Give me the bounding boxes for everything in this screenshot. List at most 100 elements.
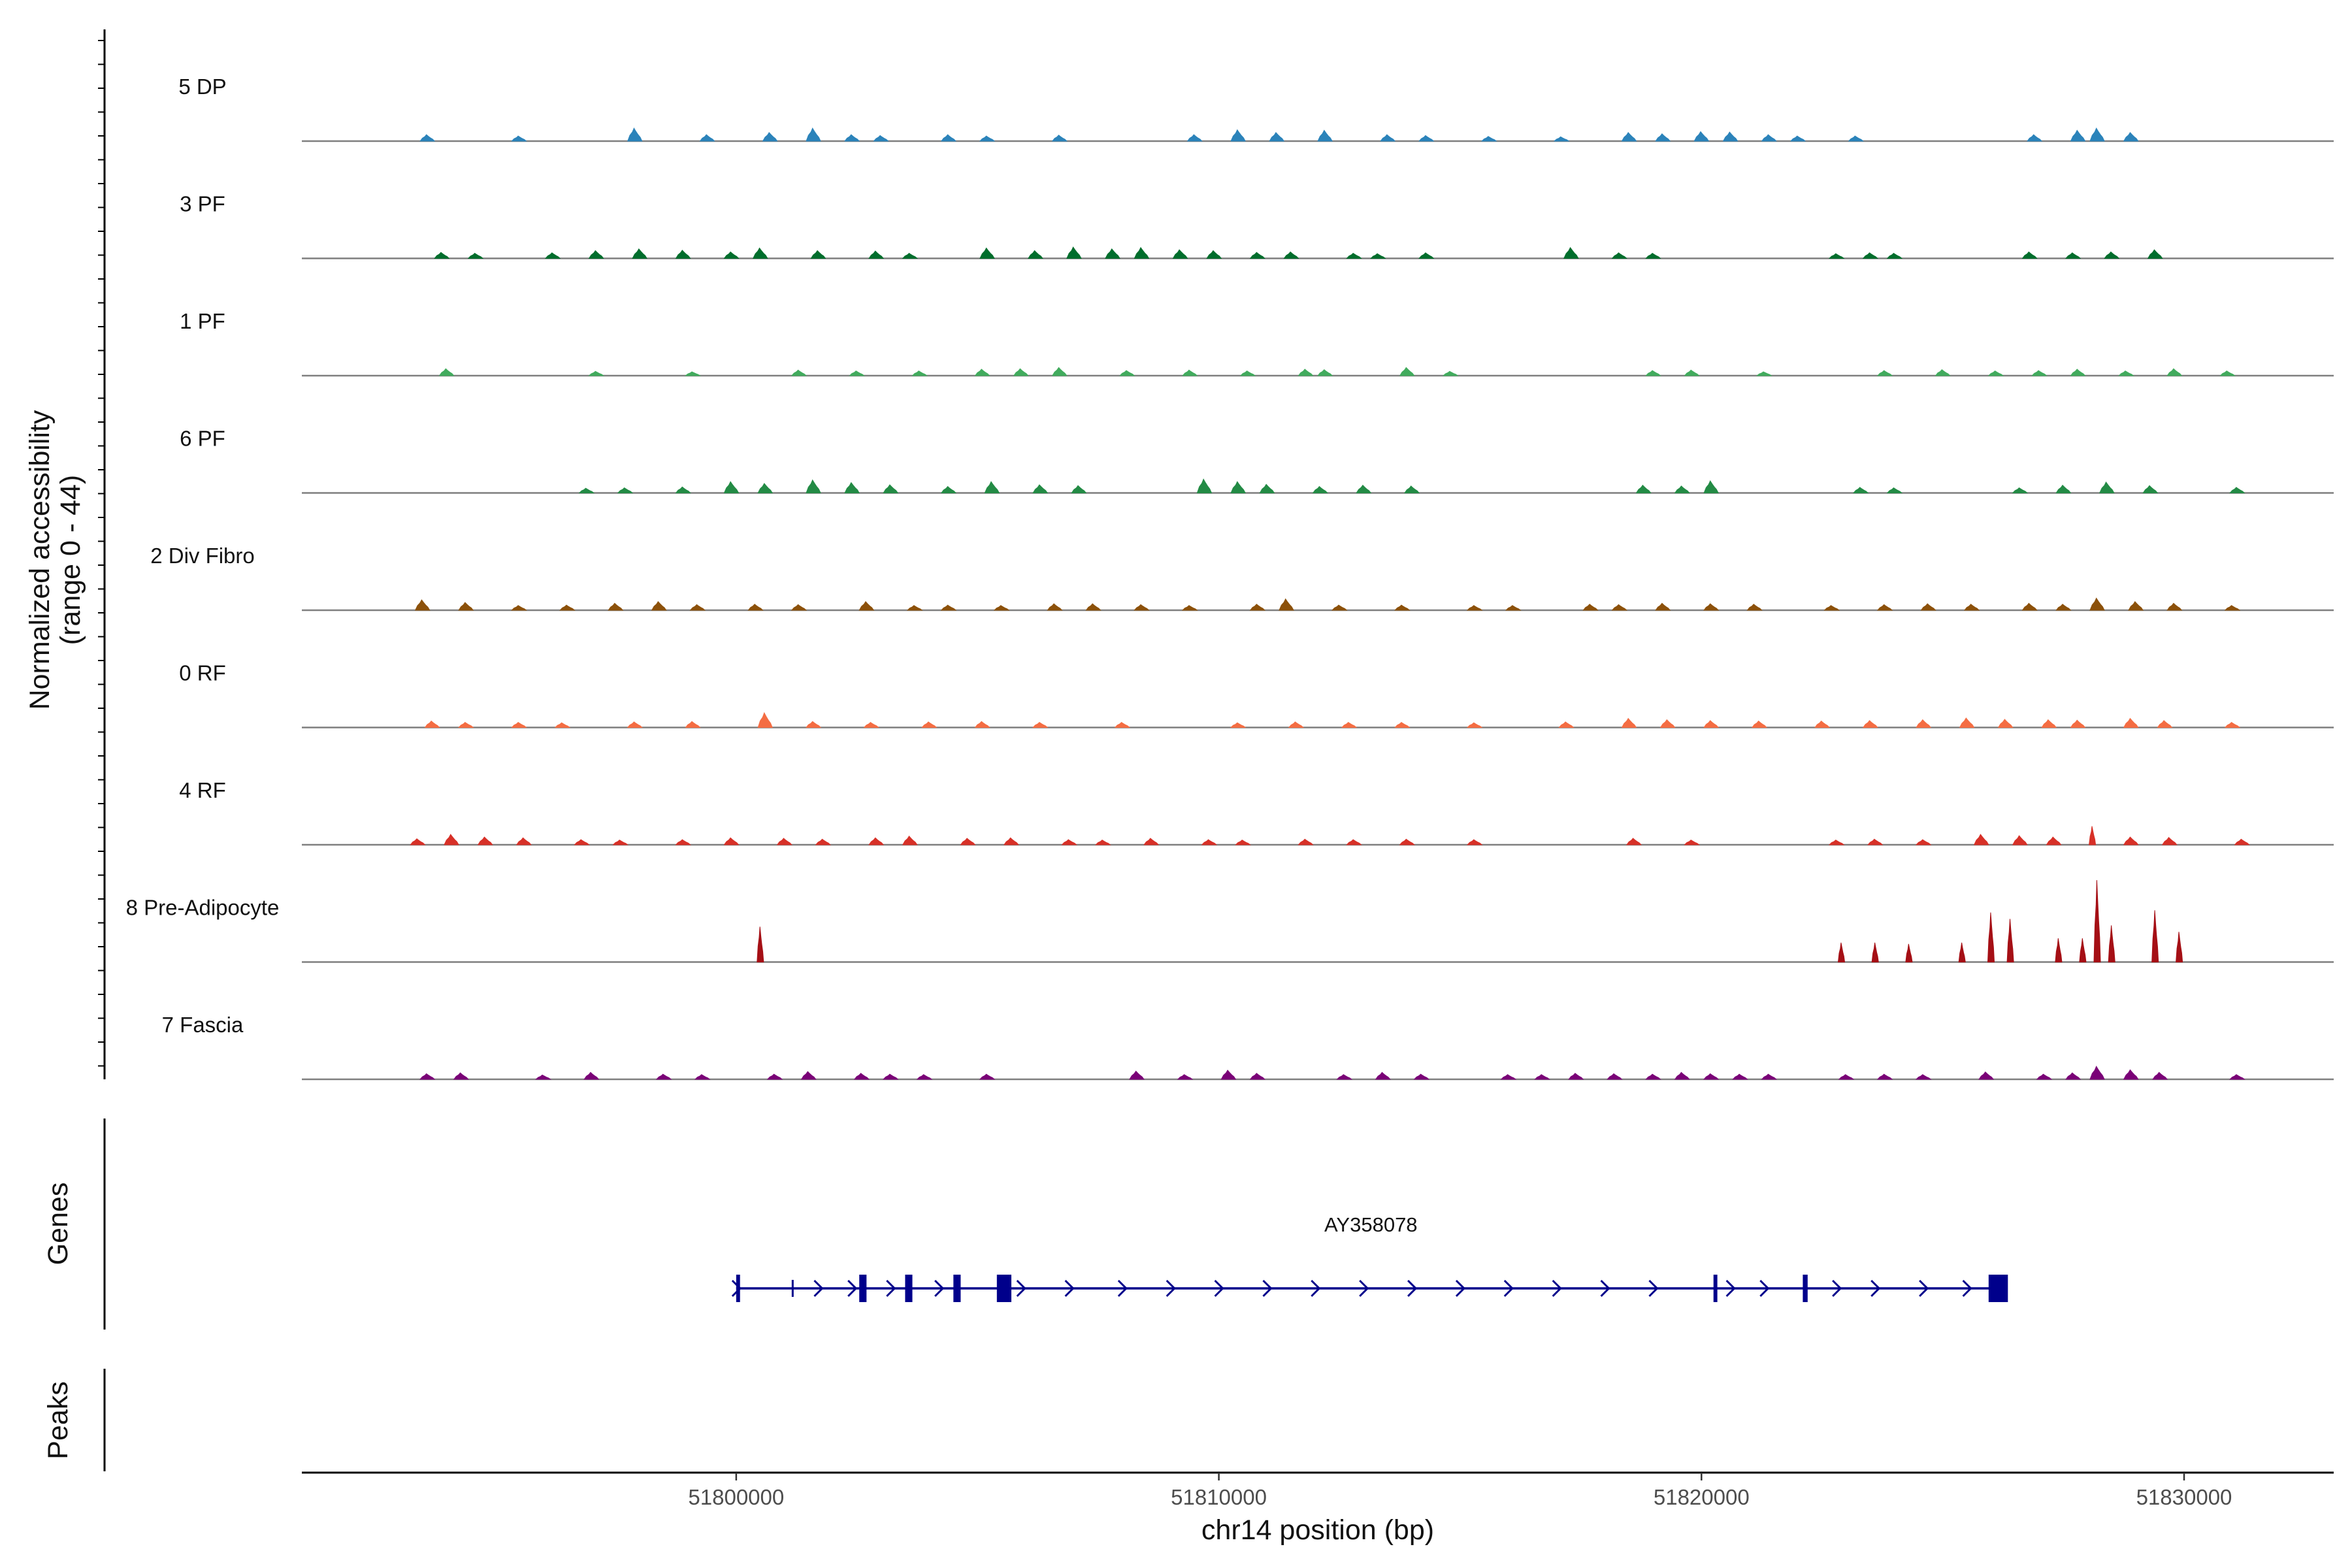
coverage-peak (1061, 839, 1077, 845)
coverage-peak (940, 134, 957, 142)
coverage-peak (410, 838, 426, 845)
coverage-peak (1674, 1071, 1690, 1080)
coverage-peak (684, 371, 702, 376)
coverage-peak (434, 252, 450, 259)
coverage-peak (453, 1072, 469, 1080)
track-2: 3 PF (180, 192, 2334, 259)
coverage-peak (1375, 1071, 1391, 1080)
strand-arrow (847, 1279, 858, 1298)
coverage-peak (1876, 370, 1893, 376)
coverage-peak (1703, 720, 1720, 728)
coverage-peak (612, 840, 629, 845)
coverage-peak (1987, 370, 2004, 376)
gene-label: AY358078 (1324, 1213, 1418, 1236)
coverage-peak (1269, 131, 1285, 142)
coverage-peak (902, 835, 918, 845)
coverage-peak (1134, 247, 1150, 259)
strand-arrow (1962, 1279, 1972, 1298)
track-4: 6 PF (180, 427, 2334, 494)
strand-arrow (1407, 1279, 1418, 1298)
coverage-peak (2089, 826, 2097, 845)
coverage-peak (776, 838, 792, 845)
coverage-peak (1129, 1070, 1145, 1080)
coverage-peak (853, 1073, 870, 1080)
coverage-peak (1655, 133, 1671, 142)
coverage-peak (1958, 942, 1966, 962)
coverage-peak (1134, 604, 1150, 611)
coverage-peak (627, 127, 643, 142)
coverage-peak (2070, 719, 2086, 728)
coverage-peak (477, 836, 493, 845)
coverage-peak (2142, 485, 2159, 493)
track-1: 5 DP (178, 74, 2334, 142)
x-axis-ticks: 51800000 51810000 51820000 51830000 (688, 1473, 2232, 1509)
coverage-peak (2128, 600, 2144, 611)
coverage-peak (1003, 837, 1019, 845)
track-7: 4 RF (179, 778, 2334, 846)
coverage-peak (2104, 251, 2120, 259)
gene-exon (996, 1275, 1011, 1302)
coverage-peak (902, 252, 919, 259)
gene-exon (859, 1275, 867, 1302)
coverage-peak (1862, 720, 1878, 728)
coverage-peak (535, 1074, 551, 1080)
track-6: 0 RF (179, 661, 2334, 728)
coverage-peak (1693, 131, 1710, 142)
gene-exon (1713, 1275, 1718, 1302)
coverage-peak (1814, 720, 1831, 728)
coverage-peak (1114, 721, 1131, 728)
coverage-peak (1645, 1073, 1661, 1080)
coverage-peak (762, 131, 778, 142)
coverage-peak (689, 604, 706, 611)
coverage-peak (940, 485, 957, 493)
coverage-peak (1915, 1074, 1932, 1080)
coverage-peak (1119, 370, 1135, 376)
coverage-peak (1997, 719, 2014, 728)
gene-exon (905, 1275, 913, 1302)
coverage-peak (844, 482, 860, 493)
coverage-peak (1394, 721, 1411, 728)
coverage-peak (1853, 487, 1869, 493)
coverage-peak (444, 834, 459, 845)
coverage-peak (1172, 249, 1188, 259)
track-8: 8 Pre-Adipocyte (126, 880, 2334, 963)
coverage-peak (806, 127, 821, 142)
track-label: 8 Pre-Adipocyte (126, 896, 280, 920)
coverage-peak (2093, 880, 2101, 962)
coverage-peak (2012, 835, 2028, 845)
coverage-peak (1177, 1074, 1194, 1080)
coverage-peak (2036, 1073, 2053, 1080)
coverage-peak (1959, 717, 1975, 728)
coverage-peak (1886, 252, 1903, 259)
coverage-peak (1399, 838, 1415, 845)
coverage-peak (940, 604, 957, 611)
coverage-peak (2021, 602, 2038, 611)
coverage-peak (1466, 605, 1483, 611)
coverage-peak (791, 604, 808, 611)
coverage-peak (1607, 1073, 1623, 1080)
coverage-peak (1331, 604, 1348, 611)
coverage-peak (1312, 485, 1328, 493)
coverage-peak (2079, 938, 2087, 962)
track-label: 4 RF (179, 778, 226, 802)
track-label: 5 DP (178, 74, 226, 99)
strand-arrow (1359, 1279, 1369, 1298)
coverage-peak (1655, 602, 1671, 611)
coverage-peak (1230, 722, 1247, 728)
coverage-peak (1751, 720, 1768, 728)
coverage-peak (511, 721, 527, 728)
coverage-peak (1973, 834, 1989, 845)
coverage-peak (723, 251, 740, 259)
coverage-peak (1756, 371, 1772, 376)
coverage-peak (424, 720, 440, 728)
gene-exon (1988, 1275, 2008, 1302)
coverage-peak (1288, 721, 1305, 728)
coverage-peak (2070, 129, 2086, 142)
coverage-peak (578, 487, 595, 493)
coverage-peak (1916, 719, 1932, 728)
coverage-peak (651, 600, 667, 611)
coverage-peak (1418, 135, 1435, 142)
coverage-peak (675, 839, 691, 845)
track-label: 6 PF (180, 427, 225, 451)
coverage-peak (2123, 1069, 2139, 1080)
